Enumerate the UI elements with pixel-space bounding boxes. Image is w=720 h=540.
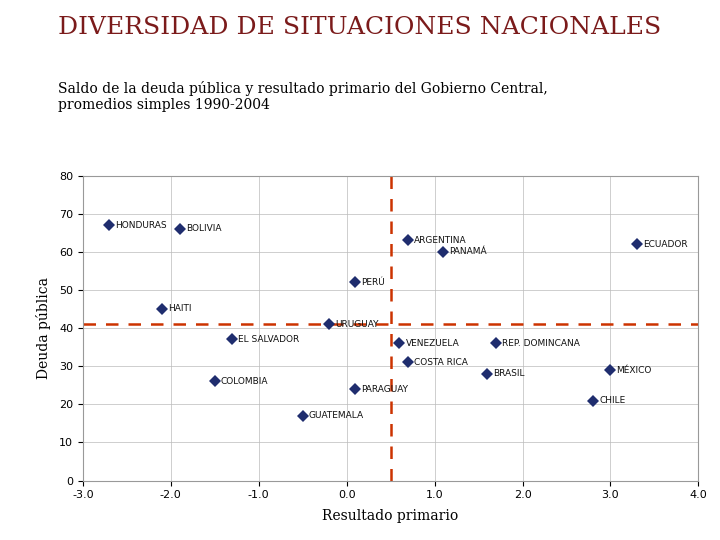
Text: PARAGUAY: PARAGUAY — [361, 384, 408, 394]
Text: COSTA RICA: COSTA RICA — [414, 358, 468, 367]
Text: HONDURAS: HONDURAS — [115, 220, 167, 230]
X-axis label: Resultado primario: Resultado primario — [323, 509, 459, 523]
Text: EL SALVADOR: EL SALVADOR — [238, 335, 300, 344]
Text: MÉXICO: MÉXICO — [616, 366, 652, 375]
Text: ECUADOR: ECUADOR — [643, 240, 688, 248]
Text: GUATEMALA: GUATEMALA — [309, 411, 364, 420]
Text: BRASIL: BRASIL — [493, 369, 525, 379]
Text: REP. DOMINCANA: REP. DOMINCANA — [503, 339, 580, 348]
Text: Saldo de la deuda pública y resultado primario del Gobierno Central,
promedios s: Saldo de la deuda pública y resultado pr… — [58, 81, 547, 112]
Text: VENEZUELA: VENEZUELA — [405, 339, 459, 348]
Text: PERÚ: PERÚ — [361, 278, 385, 287]
Text: COLOMBIA: COLOMBIA — [221, 377, 269, 386]
Text: BOLIVIA: BOLIVIA — [186, 225, 221, 233]
Text: HAITI: HAITI — [168, 305, 192, 314]
Y-axis label: Deuda pública: Deuda pública — [35, 277, 50, 379]
Text: CHILE: CHILE — [599, 396, 625, 405]
Text: PANAMÁ: PANAMÁ — [449, 247, 487, 256]
Text: URUGUAY: URUGUAY — [336, 320, 379, 329]
Text: DIVERSIDAD DE SITUACIONES NACIONALES: DIVERSIDAD DE SITUACIONES NACIONALES — [58, 16, 661, 39]
Text: ARGENTINA: ARGENTINA — [414, 236, 467, 245]
